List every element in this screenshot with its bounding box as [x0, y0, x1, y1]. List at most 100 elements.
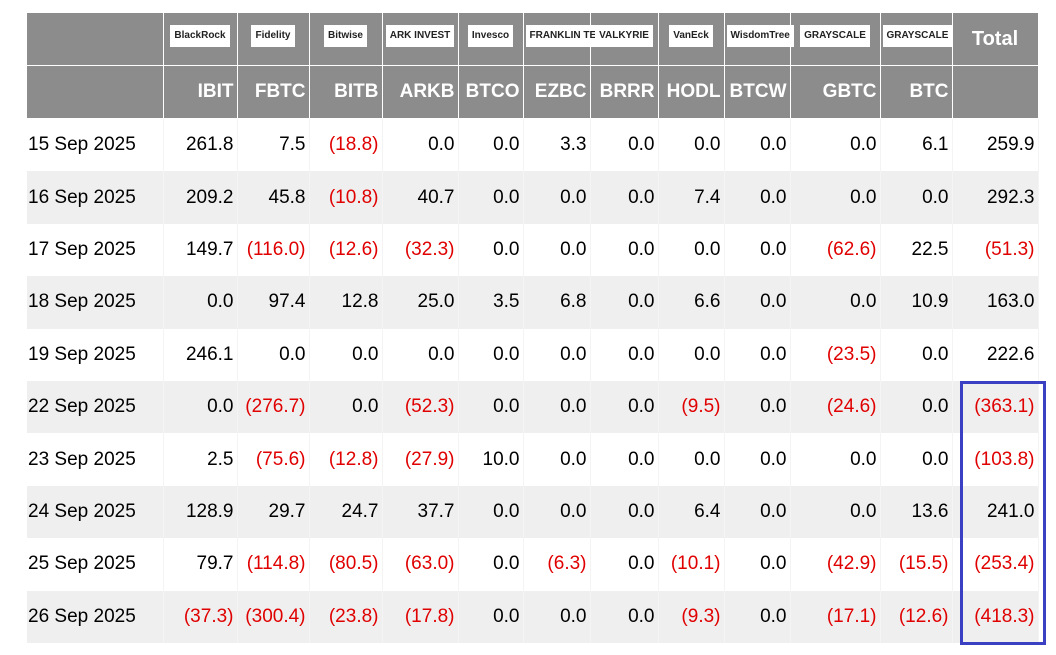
data-row: 17 Sep 2025 149.7 (116.0) (12.6) (32.3) 0.0 0.… [27, 223, 1039, 277]
flow-cell: (37.3) [163, 590, 238, 643]
total-cell: 292.3 [952, 171, 1039, 224]
flow-cell: 0.0 [163, 380, 238, 434]
header-cell: Invesco [458, 13, 524, 66]
flow-cell: 79.7 [163, 538, 238, 591]
date-cell: 19 Sep 2025 [27, 328, 164, 381]
flow-cell: 45.8 [237, 171, 310, 224]
header-cell: WisdomTree [724, 13, 794, 66]
flow-cell: 10.9 [880, 276, 953, 329]
flow-cell: 246.1 [163, 328, 238, 381]
flow-cell: 0.0 [458, 538, 524, 591]
flow-cell: 0.0 [523, 328, 591, 381]
flow-cell: 29.7 [237, 485, 310, 539]
date-cell: 23 Sep 2025 [27, 433, 164, 486]
flow-cell: 0.0 [590, 485, 659, 539]
issuer-logo: ARK INVEST [385, 25, 455, 47]
flow-cell: 0.0 [658, 328, 725, 381]
ticker-header: BTC [880, 65, 953, 119]
issuer-logo: Invesco [467, 25, 514, 47]
flow-cell: (80.5) [309, 538, 383, 591]
date-cell: 25 Sep 2025 [27, 538, 164, 591]
total-cell: (103.8) [952, 433, 1039, 486]
flow-cell: 7.5 [237, 118, 310, 172]
flow-cell: 0.0 [590, 380, 659, 434]
flow-cell: 0.0 [724, 223, 791, 277]
date-cell: 17 Sep 2025 [27, 223, 164, 277]
header-cell [27, 13, 164, 66]
flow-cell: 22.5 [880, 223, 953, 277]
data-row: 22 Sep 2025 0.0 (276.7) 0.0 (52.3) 0.0 0.0 0.0(… [27, 380, 1039, 434]
flow-cell: 0.0 [382, 118, 459, 172]
flow-cell: 0.0 [458, 485, 524, 539]
header-cell: Bitwise [309, 13, 383, 66]
flow-cell: 0.0 [724, 118, 791, 172]
date-cell: 16 Sep 2025 [27, 171, 164, 224]
flow-cell: 0.0 [523, 590, 591, 643]
ticker-header: BTCW [724, 65, 791, 119]
flow-cell: 0.0 [590, 433, 659, 486]
flow-cell: 0.0 [458, 590, 524, 643]
flow-cell: 0.0 [590, 538, 659, 591]
ticker-header: GBTC [790, 65, 881, 119]
ticker-row: IBIT FBTC BITB ARKB BTCO EZBC BRRR HODL BTCW GBTC… [27, 65, 1039, 119]
total-cell: (418.3) [952, 590, 1039, 643]
flow-cell: 0.0 [724, 485, 791, 539]
ticker-header: EZBC [523, 65, 591, 119]
flow-cell: 0.0 [163, 276, 238, 329]
issuer-logo: GRAYSCALE [800, 25, 870, 47]
flow-cell: (6.3) [523, 538, 591, 591]
flow-cell: 0.0 [590, 276, 659, 329]
flow-cell: (32.3) [382, 223, 459, 277]
total-cell: (51.3) [952, 223, 1039, 277]
total-cell: 222.6 [952, 328, 1039, 381]
flow-cell: (63.0) [382, 538, 459, 591]
flow-cell: 0.0 [590, 118, 659, 172]
flow-cell: 0.0 [590, 171, 659, 224]
flow-cell: 13.6 [880, 485, 953, 539]
flow-cell: 0.0 [790, 118, 881, 172]
flow-cell: 0.0 [523, 380, 591, 434]
total-header: Total [952, 13, 1039, 66]
ticker-header: FBTC [237, 65, 310, 119]
flow-cell: (9.5) [658, 380, 725, 434]
flow-cell: 0.0 [523, 223, 591, 277]
header-cell [952, 65, 1039, 119]
highlight-box [960, 381, 1046, 645]
date-cell: 24 Sep 2025 [27, 485, 164, 539]
header-cell: GRAYSCALE [790, 13, 881, 66]
flow-cell: 0.0 [309, 380, 383, 434]
table-head: BlackRock Fidelity Bitwise ARK INVEST Invesc… [27, 13, 1039, 119]
flow-cell: 6.4 [658, 485, 725, 539]
flow-cell: 0.0 [790, 485, 881, 539]
flow-cell: 40.7 [382, 171, 459, 224]
flow-cell: 0.0 [880, 171, 953, 224]
flow-cell: (12.6) [880, 590, 953, 643]
flow-cell: 261.8 [163, 118, 238, 172]
date-cell: 18 Sep 2025 [27, 276, 164, 329]
data-row: 25 Sep 2025 79.7 (114.8) (80.5) (63.0) 0.0 (6.… [27, 538, 1039, 591]
flow-cell: (27.9) [382, 433, 459, 486]
data-row: 23 Sep 2025 2.5 (75.6) (12.8) (27.9) 10.0 0.0 0… [27, 433, 1039, 486]
flow-cell: 6.1 [880, 118, 953, 172]
flow-cell: (42.9) [790, 538, 881, 591]
data-row: 16 Sep 2025 209.2 45.8 (10.8) 40.7 0.0 0.0 0.0 7… [27, 171, 1039, 224]
flow-cell: 0.0 [309, 328, 383, 381]
logo-row: BlackRock Fidelity Bitwise ARK INVEST Invesc… [27, 13, 1039, 66]
flow-cell: 0.0 [724, 590, 791, 643]
issuer-logo: GRAYSCALE [882, 25, 953, 47]
total-cell: (363.1) [952, 380, 1039, 434]
header-cell: BlackRock [163, 13, 238, 66]
total-cell: 241.0 [952, 485, 1039, 539]
flow-cell: (52.3) [382, 380, 459, 434]
flow-cell: 0.0 [658, 118, 725, 172]
flow-cell: 6.6 [658, 276, 725, 329]
flow-cell: 0.0 [880, 433, 953, 486]
flow-cell: 12.8 [309, 276, 383, 329]
flow-cell: 0.0 [382, 328, 459, 381]
issuer-logo: VALKYRIE [595, 25, 653, 47]
flow-cell: 0.0 [590, 590, 659, 643]
flow-cell: 37.7 [382, 485, 459, 539]
header-cell: FRANKLIN TEMPLETON [523, 13, 596, 66]
flow-cell: (9.3) [658, 590, 725, 643]
data-row: 24 Sep 2025 128.9 29.7 24.7 37.7 0.0 0.0 0.0 6.4… [27, 485, 1039, 539]
